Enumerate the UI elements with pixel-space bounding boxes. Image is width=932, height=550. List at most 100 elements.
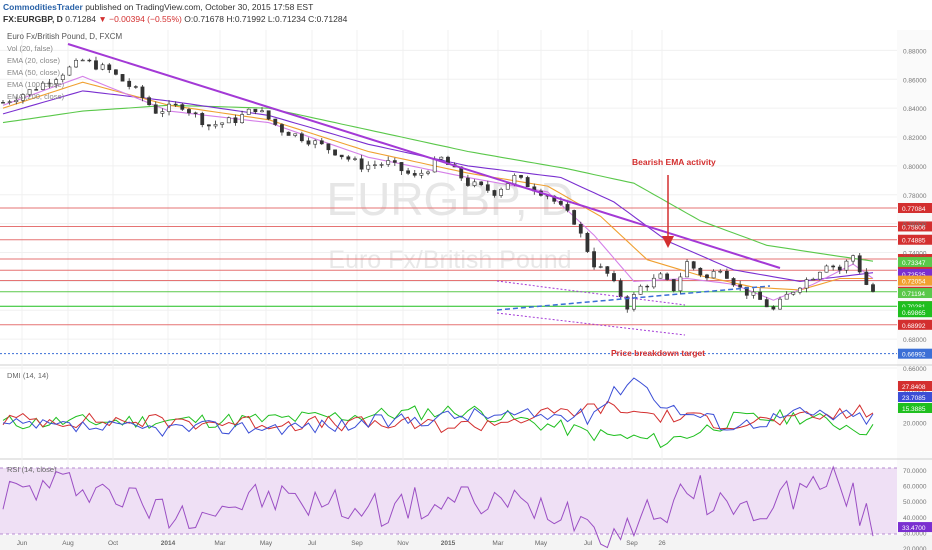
level-label-0: 0.77084 bbox=[902, 206, 926, 213]
level-tag-1: 0.75806 bbox=[898, 221, 932, 232]
candle-body bbox=[851, 255, 855, 262]
time-tick-11: May bbox=[535, 540, 548, 547]
annotation-bearish-ema[interactable]: Bearish EMA activity bbox=[632, 157, 716, 167]
candle-body bbox=[366, 164, 371, 170]
price-tag-1: 0.72525 bbox=[898, 268, 932, 279]
channel-lower-dotted[interactable] bbox=[496, 312, 686, 336]
candle-body bbox=[764, 299, 769, 308]
author-link[interactable]: CommoditiesTrader bbox=[3, 2, 83, 12]
candle-body bbox=[200, 113, 205, 126]
candle-body bbox=[333, 149, 337, 156]
price-tag-3: 0.71194 bbox=[898, 288, 932, 299]
candle-body bbox=[738, 284, 743, 288]
legend-vol[interactable]: Vol (20, false) bbox=[7, 44, 53, 53]
price-tag-label-6: 0.66992 bbox=[902, 352, 926, 359]
candle-body bbox=[592, 251, 596, 268]
candle-body bbox=[671, 279, 676, 292]
candle-body bbox=[346, 156, 351, 160]
candle-body bbox=[253, 108, 258, 113]
candle-body bbox=[353, 158, 357, 160]
time-tick-5: May bbox=[260, 540, 273, 547]
candle-body bbox=[784, 293, 789, 300]
rsi-line[interactable] bbox=[2, 465, 874, 549]
dmi-legend[interactable]: DMI (14, 14) bbox=[7, 371, 49, 380]
chart-svg: EURGBP, D Euro Fx/British Pound 0.77084 0… bbox=[0, 30, 932, 550]
candle-body bbox=[658, 273, 663, 279]
candle-body bbox=[127, 80, 132, 87]
descending-trendline[interactable] bbox=[67, 43, 781, 269]
candle-body bbox=[837, 266, 842, 271]
price-tick-10: 0.68000 bbox=[903, 337, 927, 344]
level-label-2: 0.74885 bbox=[902, 238, 926, 245]
main-legend: Euro Fx/British Pound, D, FXCM Vol (20, … bbox=[7, 32, 122, 101]
candle-body bbox=[326, 143, 331, 151]
candle-body bbox=[638, 285, 643, 295]
dmi-adx-line[interactable] bbox=[2, 377, 874, 437]
candle-body bbox=[585, 232, 590, 252]
candle-body bbox=[439, 156, 444, 160]
ema-200-line[interactable] bbox=[2, 104, 874, 262]
legend-ema200[interactable]: EMA (200, close) bbox=[7, 92, 65, 101]
candle-body bbox=[140, 86, 145, 98]
candle-body bbox=[525, 177, 530, 188]
candle-body bbox=[698, 267, 703, 276]
candle-body bbox=[133, 86, 138, 88]
legend-ema50[interactable]: EMA (50, close) bbox=[7, 68, 60, 77]
channel-upper-dotted[interactable] bbox=[496, 280, 686, 306]
candle-body bbox=[432, 158, 437, 173]
candle-body bbox=[266, 110, 271, 120]
price-tick-1: 0.86000 bbox=[903, 77, 927, 84]
rising-support-dashed[interactable] bbox=[496, 285, 771, 311]
time-tick-12: Jul bbox=[584, 540, 593, 547]
candle-body bbox=[27, 89, 32, 95]
time-tick-10: Mar bbox=[492, 540, 504, 547]
time-tick-0: Jun bbox=[17, 540, 28, 547]
candle-body bbox=[392, 160, 397, 163]
time-tick-1: Aug bbox=[62, 540, 74, 547]
legend-ema100[interactable]: EMA (100, close) bbox=[7, 80, 65, 89]
candle-body bbox=[678, 276, 683, 292]
candle-body bbox=[758, 291, 762, 300]
price-tag-0: 0.73347 bbox=[898, 256, 932, 267]
rsi-legend[interactable]: RSI (14, close) bbox=[7, 465, 57, 474]
watermark-symbol: EURGBP, D bbox=[326, 173, 573, 225]
rsi-band bbox=[0, 468, 897, 534]
candle-body bbox=[578, 224, 583, 234]
candle-body bbox=[286, 131, 291, 136]
dmi-tag-1: 23.7085 bbox=[898, 392, 932, 402]
time-tick-4: Mar bbox=[214, 540, 226, 547]
rsi-tick-1: 60.0000 bbox=[903, 484, 927, 491]
annotation-price-target[interactable]: Price breakdown target bbox=[611, 348, 705, 358]
candle-body bbox=[120, 74, 125, 82]
level-tag-2: 0.74885 bbox=[898, 234, 932, 245]
candle-body bbox=[771, 306, 776, 310]
candle-body bbox=[499, 188, 503, 196]
price-tag-label-2: 0.72054 bbox=[902, 279, 926, 286]
price-tag-5: 0.69865 bbox=[898, 307, 932, 318]
candle-body bbox=[160, 111, 165, 114]
time-tick-3: 2014 bbox=[161, 540, 176, 547]
candle-body bbox=[864, 271, 869, 285]
candle-body bbox=[193, 112, 198, 114]
candle-body bbox=[114, 69, 118, 75]
candle-body bbox=[711, 271, 716, 279]
candle-body bbox=[293, 133, 298, 136]
candle-body bbox=[60, 74, 65, 81]
grid bbox=[0, 30, 897, 535]
time-tick-8: Nov bbox=[397, 540, 409, 547]
price-tag-6: 0.66992 bbox=[898, 348, 932, 359]
rsi-last-label: 33.4700 bbox=[902, 525, 926, 532]
price-tag-label-1: 0.72525 bbox=[902, 272, 926, 279]
price-tag-label-0: 0.73347 bbox=[902, 260, 926, 267]
level-tag-8: 0.68992 bbox=[898, 319, 932, 330]
candle-body bbox=[1, 102, 5, 104]
price-tick-3: 0.82000 bbox=[903, 135, 927, 142]
candle-body bbox=[7, 101, 12, 103]
candle-body bbox=[153, 104, 158, 114]
rsi-last-tag: 33.4700 bbox=[898, 522, 932, 533]
legend-ema20[interactable]: EMA (20, close) bbox=[7, 56, 60, 65]
dmi-minus-line[interactable] bbox=[2, 400, 874, 434]
candle-body bbox=[40, 82, 45, 90]
candle-body bbox=[705, 274, 709, 279]
watermark-name: Euro Fx/British Pound bbox=[328, 246, 571, 274]
